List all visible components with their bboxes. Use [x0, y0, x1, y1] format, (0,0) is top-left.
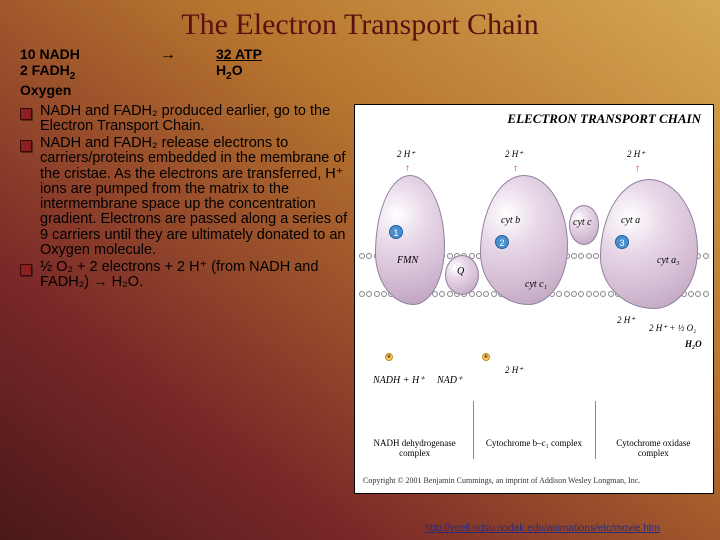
hplus-label: 2 H⁺	[505, 149, 523, 160]
cyta3-label: cyt a₃	[657, 255, 680, 266]
product-2: H2O	[216, 62, 262, 82]
list-item: NADH and FADH₂ release electrons to carr…	[20, 136, 348, 258]
reactant-2: 2 FADH2	[20, 62, 120, 82]
bullet-list: NADH and FADH₂ produced earlier, go to t…	[20, 104, 348, 494]
cytb-label: cyt b	[501, 215, 520, 226]
step-2-icon: 2	[495, 235, 509, 249]
complex-2-blob	[480, 175, 568, 305]
animation-link[interactable]: http://vcell.ndsu.nodak.edu/animations/e…	[425, 523, 660, 534]
hplus-label: ↑	[405, 163, 410, 174]
content-row: NADH and FADH₂ produced earlier, go to t…	[0, 104, 720, 494]
cytc-label: cyt c	[573, 217, 592, 228]
complex-1-label: NADH dehydrogenase complex	[365, 439, 465, 459]
reaction-summary: 10 NADH 2 FADH2 Oxygen → 32 ATP H2O	[0, 42, 720, 104]
nad-label: NAD⁺	[437, 375, 462, 386]
list-item: ½ O₂ + 2 electrons + 2 H⁺ (from NADH and…	[20, 260, 348, 290]
o2-label: 2 H⁺ + ½ O₂	[649, 323, 696, 334]
fmn-label: FMN	[397, 255, 418, 266]
reactant-1: 10 NADH	[20, 46, 120, 62]
bullet-icon	[20, 140, 32, 152]
products: 32 ATP H2O	[216, 46, 262, 82]
copyright-text: Copyright © 2001 Benjamin Cummings, an i…	[363, 476, 705, 485]
list-item: NADH and FADH₂ produced earlier, go to t…	[20, 104, 348, 134]
bullet-text: ½ O₂ + 2 electrons + 2 H⁺ (from NADH and…	[40, 260, 348, 290]
cytc1-label: cyt c₁	[525, 279, 547, 290]
bullet-text: NADH and FADH₂ release electrons to carr…	[40, 136, 348, 258]
reactants: 10 NADH 2 FADH2 Oxygen	[20, 46, 120, 98]
electron-icon: e	[385, 353, 393, 361]
hplus-label: ↑	[635, 163, 640, 174]
complex-1-blob	[375, 175, 445, 305]
diagram-title: ELECTRON TRANSPORT CHAIN	[355, 105, 713, 133]
bullet-text: NADH and FADH₂ produced earlier, go to t…	[40, 104, 348, 134]
reactant-3: Oxygen	[20, 82, 120, 98]
q-label: Q	[457, 266, 464, 277]
etc-diagram: ELECTRON TRANSPORT CHAIN ↑ 2 H⁺ ↑ 2 H⁺ ↑…	[354, 104, 714, 494]
hplus-bottom-label: 2 H⁺	[617, 315, 635, 326]
yields-arrow: →	[160, 46, 176, 64]
bullet-icon	[20, 264, 32, 276]
electron-icon: e	[482, 353, 490, 361]
step-3-icon: 3	[615, 235, 629, 249]
complex-labels: NADH dehydrogenase complex Cytochrome b–…	[355, 439, 713, 459]
complex-2-label: Cytochrome b–c₁ complex	[484, 439, 584, 459]
step-1-icon: 1	[389, 225, 403, 239]
cyta-label: cyt a	[621, 215, 640, 226]
hplus-label: 2 H⁺	[627, 149, 645, 160]
hplus-label: ↑	[513, 163, 518, 174]
h2o-label: H₂O	[685, 339, 702, 349]
bullet-icon	[20, 108, 32, 120]
product-1: 32 ATP	[216, 46, 262, 62]
complex-3-label: Cytochrome oxidase complex	[603, 439, 703, 459]
hplus-label: 2 H⁺	[397, 149, 415, 160]
page-title: The Electron Transport Chain	[0, 0, 720, 42]
hplus-bottom-label: 2 H⁺	[505, 365, 523, 376]
nadh-label: NADH + H⁺	[373, 375, 424, 386]
